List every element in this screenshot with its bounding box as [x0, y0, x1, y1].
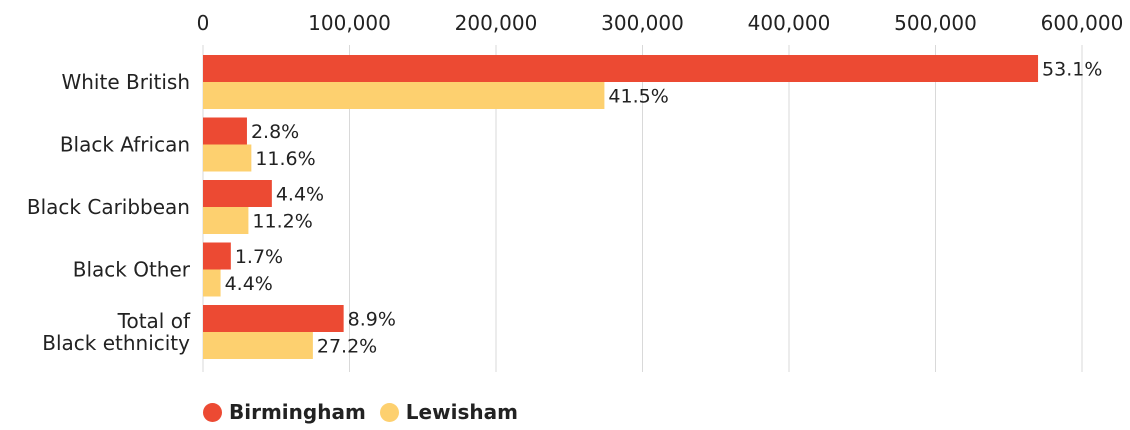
legend-label-lewisham: Lewisham — [405, 400, 518, 424]
legend-label-birmingham: Birmingham — [229, 400, 366, 424]
x-tick-label: 0 — [197, 11, 210, 35]
bar-chart: 0 100,000 200,000 300,000 400,000 500,000 600,… — [27, 11, 1124, 372]
category-label: Black African — [60, 133, 190, 157]
data-label-lewisham: 4.4% — [225, 273, 273, 295]
bar-lewisham — [203, 207, 249, 234]
bar-birmingham — [203, 180, 272, 207]
legend: Birmingham Lewisham — [203, 400, 532, 424]
legend-swatch-birmingham — [203, 402, 222, 422]
legend-swatch-lewisham — [379, 402, 399, 422]
bar-lewisham — [203, 144, 252, 172]
category-label: White British — [61, 70, 190, 94]
category-label: Black Caribbean — [27, 195, 190, 219]
bar-birmingham — [203, 305, 344, 332]
data-label-lewisham: 27.2% — [317, 336, 377, 358]
x-tick-label: 500,000 — [894, 11, 977, 35]
x-tick-label: 100,000 — [308, 11, 391, 35]
bar-lewisham — [203, 332, 313, 359]
category-labels: White British Black African Black Caribbea… — [27, 70, 191, 355]
data-label-birmingham: 53.1% — [1042, 59, 1102, 81]
bar-birmingham — [203, 242, 231, 270]
data-label-lewisham: 11.6% — [255, 148, 315, 170]
data-label-birmingham: 8.9% — [348, 309, 396, 331]
data-labels: 53.1% 2.8% 4.4% 1.7% 8.9% 41.5% 11.6% 11.2% 4.4%… — [225, 59, 1103, 358]
bar-lewisham — [203, 82, 605, 109]
bar-birmingham — [203, 55, 1039, 82]
legend-item-lewisham: Lewisham — [379, 400, 518, 424]
data-label-lewisham: 11.2% — [252, 211, 312, 233]
x-tick-label: 200,000 — [455, 11, 538, 35]
category-label: Black Other — [73, 258, 191, 282]
bar-birmingham — [203, 117, 247, 145]
x-tick-label: 400,000 — [748, 11, 831, 35]
bar-lewisham — [203, 269, 221, 297]
x-tick-label: 600,000 — [1041, 11, 1124, 35]
x-tick-label: 300,000 — [601, 11, 684, 35]
data-label-birmingham: 4.4% — [276, 184, 324, 206]
data-label-birmingham: 1.7% — [235, 246, 283, 268]
bars — [203, 55, 1039, 359]
data-label-lewisham: 41.5% — [608, 86, 668, 108]
legend-item-birmingham: Birmingham — [203, 400, 366, 424]
x-axis-ticks: 0 100,000 200,000 300,000 400,000 500,000 600,… — [197, 11, 1124, 35]
data-label-birmingham: 2.8% — [251, 121, 299, 143]
category-label: Total of Black ethnicity — [42, 309, 191, 355]
